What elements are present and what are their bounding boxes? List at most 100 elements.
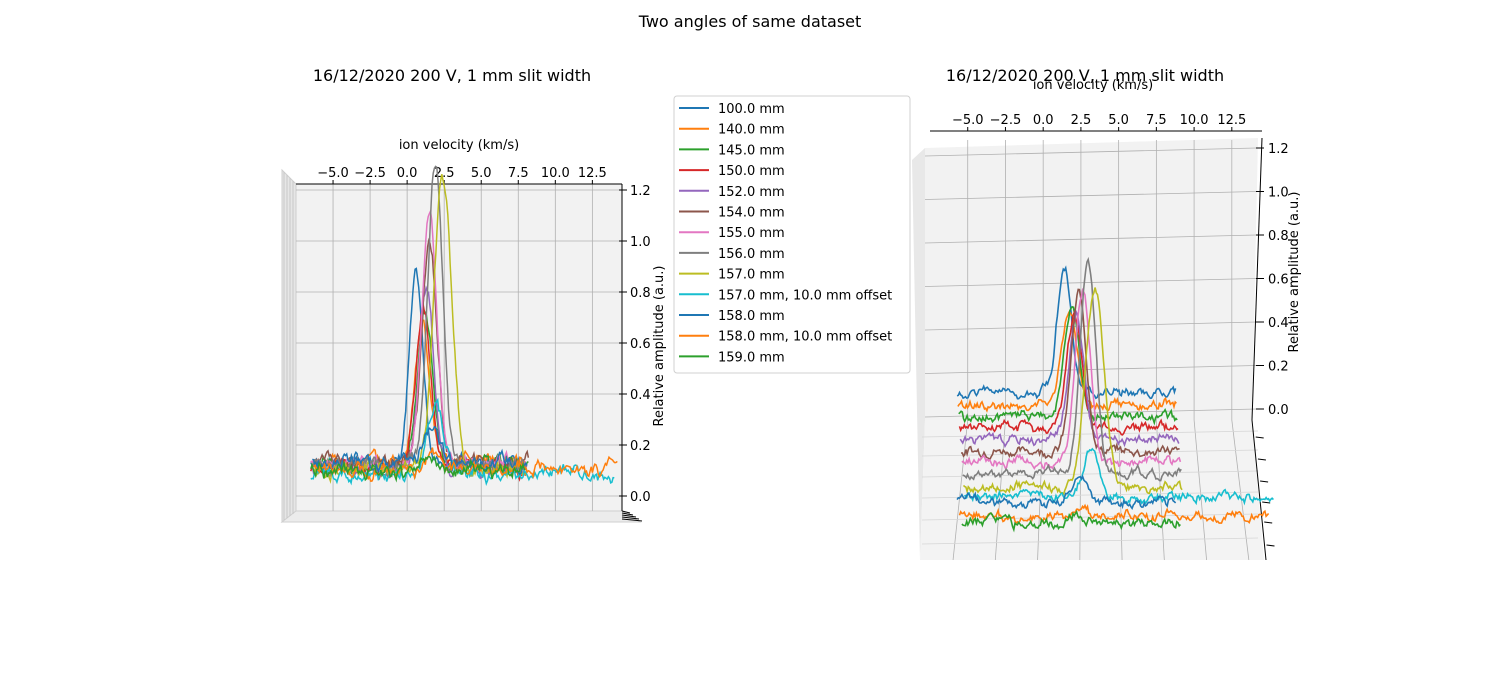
legend-item: 157.0 mm xyxy=(679,268,785,283)
left-series-line xyxy=(310,455,526,483)
right-z-gridline xyxy=(924,191,1257,200)
right-x-axis-label: ion velocity (km/s) xyxy=(1033,78,1153,93)
right-side-pane xyxy=(912,148,925,560)
figure-suptitle: Two angles of same dataset xyxy=(638,12,862,31)
right-y-gridline xyxy=(921,430,1259,438)
left-z-tick-label: 0.8 xyxy=(630,286,651,301)
right-y-tick xyxy=(1255,436,1264,439)
right-z-tick-label: 1.2 xyxy=(1268,142,1289,157)
right-title: 16/12/2020 200 V, 1 mm slit width xyxy=(946,66,1224,85)
legend-label: 140.0 mm xyxy=(718,123,785,138)
legend-label: 157.0 mm xyxy=(718,268,785,283)
right-z-tick-label: 0.4 xyxy=(1268,316,1289,331)
right-y-gridline xyxy=(921,449,1259,457)
left-x-tick-label: 12.5 xyxy=(578,166,607,181)
legend-label: 154.0 mm xyxy=(718,206,785,221)
right-y-gridline xyxy=(921,537,1259,545)
left-3d-axes: 16/12/2020 200 V, 1 mm slit width −5.0 −2.… xyxy=(280,66,667,524)
legend-label: 157.0 mm, 10.0 mm offset xyxy=(718,288,892,303)
legend-label: 145.0 mm xyxy=(718,143,785,158)
left-series-line xyxy=(312,425,528,476)
right-floor-gridline xyxy=(952,419,969,561)
right-y-gridline xyxy=(921,491,1259,499)
legend-label: 158.0 mm xyxy=(718,309,785,324)
right-series-line xyxy=(956,265,1177,400)
right-x-tick-label: 2.5 xyxy=(1071,113,1092,128)
left-x-tick-label: 7.5 xyxy=(508,166,529,181)
right-z-tick-label: 0.8 xyxy=(1268,229,1289,244)
legend-frame xyxy=(673,95,911,374)
right-z-axis-label: Relative amplitude (a.u.) xyxy=(1287,192,1302,353)
right-z-tick-label: 1.0 xyxy=(1268,186,1289,201)
right-floor-pane xyxy=(920,420,1264,560)
right-z-gridline xyxy=(924,234,1257,244)
legend-label: 155.0 mm xyxy=(718,226,785,241)
right-floor-gridline xyxy=(1079,419,1082,561)
right-series-line xyxy=(963,447,1274,506)
legend-item: 100.0 mm xyxy=(679,102,785,117)
left-x-tick-label: 5.0 xyxy=(471,166,492,181)
legend-item: 150.0 mm xyxy=(679,164,785,179)
left-z-tick-label: 1.2 xyxy=(630,184,651,199)
right-series-line xyxy=(957,311,1177,413)
left-y-tick xyxy=(621,510,631,514)
legend: 100.0 mm 140.0 mm 145.0 mm 150.0 mm 152.0 mm… xyxy=(673,95,911,374)
left-z-tick-label: 0.6 xyxy=(630,337,651,352)
left-x-tick-label: −2.5 xyxy=(354,166,386,181)
right-y-tick xyxy=(1262,501,1271,504)
legend-label: 158.0 mm, 10.0 mm offset xyxy=(718,330,892,345)
legend-label: 150.0 mm xyxy=(718,164,785,179)
legend-item: 145.0 mm xyxy=(679,143,785,158)
right-series-line xyxy=(958,310,1179,436)
left-title: 16/12/2020 200 V, 1 mm slit width xyxy=(313,66,591,85)
left-z-axis-label: Relative amplitude (a.u.) xyxy=(652,266,667,427)
right-x-tick-label: 7.5 xyxy=(1146,113,1167,128)
right-z-tick-label: 0.6 xyxy=(1268,273,1289,288)
right-z-gridline xyxy=(924,147,1257,157)
left-x-tick-label: −5.0 xyxy=(317,166,349,181)
right-z-gridline xyxy=(924,278,1257,287)
right-3d-axes: 16/12/2020 200 V, 1 mm slit width −5.0 −2.… xyxy=(912,66,1302,561)
left-x-tick-label: 0.0 xyxy=(397,166,418,181)
legend-label: 152.0 mm xyxy=(718,185,785,200)
right-floor-gridline xyxy=(1231,419,1250,561)
left-floor-pane xyxy=(280,510,642,523)
left-z-tick-label: 0.0 xyxy=(630,490,651,505)
legend-item: 152.0 mm xyxy=(679,185,785,200)
legend-item: 154.0 mm xyxy=(679,206,785,221)
right-y-tick xyxy=(1264,521,1273,524)
legend-item: 158.0 mm, 10.0 mm offset xyxy=(679,330,892,345)
left-z-tick-label: 0.2 xyxy=(630,439,651,454)
legend-label: 159.0 mm xyxy=(718,350,785,365)
right-floor-gridline xyxy=(1193,419,1207,561)
right-z-gridline xyxy=(924,365,1257,374)
left-y-tick xyxy=(621,514,637,518)
right-y-tick xyxy=(1266,544,1275,547)
right-z-gridline xyxy=(924,321,1257,331)
right-x-tick-label: 10.0 xyxy=(1180,113,1209,128)
right-series-line xyxy=(956,474,1177,510)
legend-item: 159.0 mm xyxy=(679,350,785,365)
left-x-tick-label: 2.5 xyxy=(434,166,455,181)
right-series-line xyxy=(962,287,1183,496)
right-floor-gridline xyxy=(1037,419,1044,561)
right-x-tick-label: 5.0 xyxy=(1108,113,1129,128)
left-y-tick xyxy=(621,518,643,522)
legend-item: 157.0 mm, 10.0 mm offset xyxy=(679,288,892,303)
right-series-line xyxy=(959,309,1180,449)
right-z-tick-label: 0.2 xyxy=(1268,360,1289,375)
legend-label: 156.0 mm xyxy=(718,247,785,262)
legend-items: 100.0 mm 140.0 mm 145.0 mm 150.0 mm 152.0 mm… xyxy=(679,102,892,365)
legend-label: 100.0 mm xyxy=(718,102,785,117)
right-series-line xyxy=(961,288,1180,460)
right-y-gridline xyxy=(921,470,1259,478)
right-x-tick-label: −2.5 xyxy=(990,113,1022,128)
right-y-tick xyxy=(1257,458,1266,461)
legend-item: 156.0 mm xyxy=(679,247,785,262)
right-floor-gridline xyxy=(1155,419,1165,561)
legend-item: 158.0 mm xyxy=(679,309,785,324)
right-y-tick xyxy=(1260,480,1269,483)
right-z-tick-label: 0.0 xyxy=(1268,403,1289,418)
right-series-line xyxy=(961,287,1182,471)
